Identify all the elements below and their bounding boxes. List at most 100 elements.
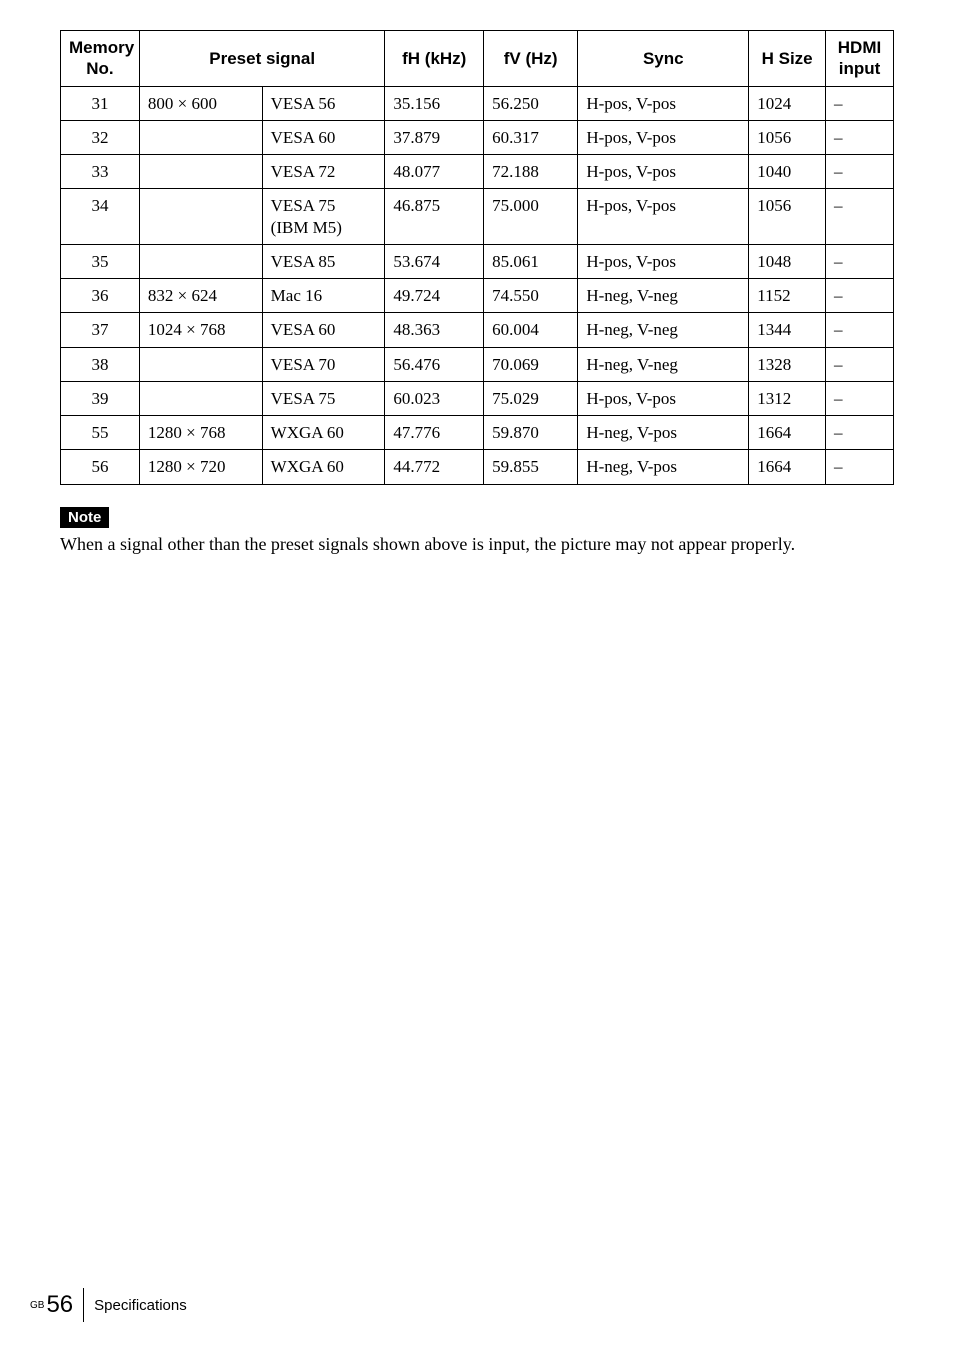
- cell-fh: 46.875: [385, 189, 484, 245]
- header-memory: Memory No.: [61, 31, 140, 87]
- preset-signal-table: Memory No. Preset signal fH (kHz) fV (Hz…: [60, 30, 894, 485]
- cell-hsize: 1056: [749, 120, 826, 154]
- cell-fh: 44.772: [385, 450, 484, 484]
- header-hsize: H Size: [749, 31, 826, 87]
- cell-sync: H-pos, V-pos: [578, 244, 749, 278]
- table-row: 35VESA 8553.67485.061H-pos, V-pos1048–: [61, 244, 894, 278]
- cell-mode: VESA 56: [262, 86, 385, 120]
- cell-hsize: 1152: [749, 279, 826, 313]
- cell-resolution: [139, 189, 262, 245]
- cell-resolution: 1280 × 768: [139, 416, 262, 450]
- table-row: 32VESA 6037.87960.317H-pos, V-pos1056–: [61, 120, 894, 154]
- cell-memory: 34: [61, 189, 140, 245]
- cell-resolution: [139, 381, 262, 415]
- cell-hsize: 1056: [749, 189, 826, 245]
- cell-mode: WXGA 60: [262, 450, 385, 484]
- table-row: 34 VESA 75 (IBM M5)46.87575.000H-pos, V-p…: [61, 189, 894, 245]
- table-row: 38VESA 7056.47670.069H-neg, V-neg1328–: [61, 347, 894, 381]
- cell-sync: H-pos, V-pos: [578, 189, 749, 245]
- cell-fv: 74.550: [484, 279, 578, 313]
- note-text: When a signal other than the preset sign…: [60, 532, 894, 556]
- cell-hsize: 1664: [749, 416, 826, 450]
- cell-hsize: 1040: [749, 155, 826, 189]
- cell-resolution: 832 × 624: [139, 279, 262, 313]
- cell-memory: 56: [61, 450, 140, 484]
- cell-fv: 59.855: [484, 450, 578, 484]
- cell-fh: 48.077: [385, 155, 484, 189]
- cell-fv: 56.250: [484, 86, 578, 120]
- cell-sync: H-pos, V-pos: [578, 120, 749, 154]
- cell-mode: VESA 60: [262, 120, 385, 154]
- cell-sync: H-neg, V-neg: [578, 347, 749, 381]
- cell-hsize: 1024: [749, 86, 826, 120]
- cell-fh: 60.023: [385, 381, 484, 415]
- table-row: 561280 × 720WXGA 6044.77259.855H-neg, V-…: [61, 450, 894, 484]
- cell-memory: 36: [61, 279, 140, 313]
- table-row: 551280 × 768WXGA 6047.77659.870H-neg, V-…: [61, 416, 894, 450]
- footer-page-number: 56: [46, 1291, 73, 1319]
- header-fv: fV (Hz): [484, 31, 578, 87]
- cell-fh: 49.724: [385, 279, 484, 313]
- cell-hdmi: –: [826, 313, 894, 347]
- cell-memory: 33: [61, 155, 140, 189]
- cell-hdmi: –: [826, 279, 894, 313]
- cell-fv: 60.317: [484, 120, 578, 154]
- footer-gb: GB: [30, 1300, 44, 1311]
- cell-resolution: 1024 × 768: [139, 313, 262, 347]
- cell-hdmi: –: [826, 189, 894, 245]
- header-preset: Preset signal: [139, 31, 385, 87]
- cell-resolution: [139, 120, 262, 154]
- cell-sync: H-pos, V-pos: [578, 155, 749, 189]
- cell-hdmi: –: [826, 450, 894, 484]
- cell-mode: VESA 75: [262, 381, 385, 415]
- cell-fv: 85.061: [484, 244, 578, 278]
- cell-sync: H-neg, V-pos: [578, 416, 749, 450]
- cell-memory: 55: [61, 416, 140, 450]
- header-hdmi: HDMI input: [826, 31, 894, 87]
- cell-memory: 39: [61, 381, 140, 415]
- cell-resolution: [139, 244, 262, 278]
- cell-fv: 75.000: [484, 189, 578, 245]
- cell-fv: 70.069: [484, 347, 578, 381]
- cell-fh: 56.476: [385, 347, 484, 381]
- cell-memory: 31: [61, 86, 140, 120]
- cell-hdmi: –: [826, 244, 894, 278]
- cell-hdmi: –: [826, 120, 894, 154]
- cell-fh: 47.776: [385, 416, 484, 450]
- cell-hdmi: –: [826, 86, 894, 120]
- cell-fv: 60.004: [484, 313, 578, 347]
- cell-memory: 38: [61, 347, 140, 381]
- cell-sync: H-pos, V-pos: [578, 86, 749, 120]
- cell-mode: VESA 60: [262, 313, 385, 347]
- header-sync: Sync: [578, 31, 749, 87]
- cell-hsize: 1328: [749, 347, 826, 381]
- cell-hdmi: –: [826, 416, 894, 450]
- cell-fh: 53.674: [385, 244, 484, 278]
- cell-sync: H-neg, V-pos: [578, 450, 749, 484]
- cell-memory: 35: [61, 244, 140, 278]
- cell-fv: 72.188: [484, 155, 578, 189]
- cell-sync: H-neg, V-neg: [578, 279, 749, 313]
- cell-resolution: [139, 347, 262, 381]
- cell-mode: VESA 72: [262, 155, 385, 189]
- footer-divider: [83, 1288, 84, 1322]
- cell-mode: VESA 75 (IBM M5): [262, 189, 385, 245]
- cell-fh: 35.156: [385, 86, 484, 120]
- table-row: 39VESA 7560.02375.029H-pos, V-pos1312–: [61, 381, 894, 415]
- cell-memory: 37: [61, 313, 140, 347]
- cell-hdmi: –: [826, 381, 894, 415]
- cell-fv: 75.029: [484, 381, 578, 415]
- cell-resolution: 800 × 600: [139, 86, 262, 120]
- cell-mode: VESA 85: [262, 244, 385, 278]
- cell-hdmi: –: [826, 155, 894, 189]
- table-row: 371024 × 768VESA 6048.36360.004H-neg, V-…: [61, 313, 894, 347]
- cell-resolution: [139, 155, 262, 189]
- cell-mode: WXGA 60: [262, 416, 385, 450]
- cell-hsize: 1312: [749, 381, 826, 415]
- cell-resolution: 1280 × 720: [139, 450, 262, 484]
- cell-hsize: 1664: [749, 450, 826, 484]
- cell-fh: 37.879: [385, 120, 484, 154]
- cell-fh: 48.363: [385, 313, 484, 347]
- cell-fv: 59.870: [484, 416, 578, 450]
- footer-section: Specifications: [94, 1297, 187, 1314]
